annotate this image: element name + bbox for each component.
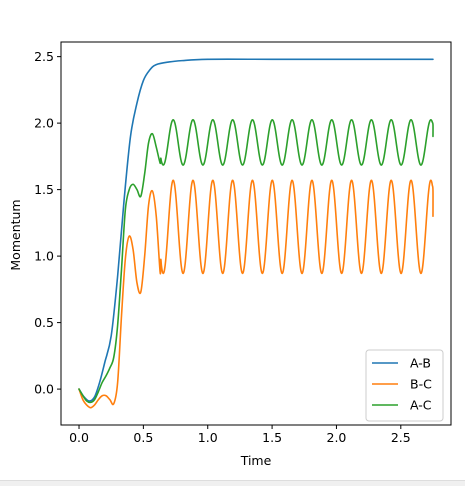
y-tick-label: 0.0 xyxy=(34,382,54,397)
series-line-a-c xyxy=(78,118,434,404)
x-tick-label: 0.5 xyxy=(133,430,153,445)
y-axis: 0.0 0.5 1.0 1.5 2.0 2.5 xyxy=(34,49,61,397)
x-axis: 0.0 0.5 1.0 1.5 2.0 2.5 xyxy=(69,425,411,445)
y-tick-label: 0.5 xyxy=(34,315,54,330)
y-tick-label: 2.5 xyxy=(34,49,54,64)
legend-box xyxy=(365,349,444,422)
x-tick-label: 1.0 xyxy=(198,430,218,445)
window-bottom-strip xyxy=(0,480,465,486)
y-tick-label: 1.0 xyxy=(34,249,54,264)
x-tick-label: 1.5 xyxy=(262,430,282,445)
series-line-a-b xyxy=(78,58,434,402)
legend-label: A-C xyxy=(410,398,432,413)
y-tick-label: 1.5 xyxy=(34,182,54,197)
x-tick-label: 2.5 xyxy=(391,430,411,445)
x-tick-label: 2.0 xyxy=(327,430,347,445)
legend-label: A-B xyxy=(410,356,431,371)
y-tick-label: 2.0 xyxy=(34,116,54,131)
y-axis-label: Momentum xyxy=(8,199,23,270)
plot-lines xyxy=(78,58,434,409)
x-tick-label: 0.0 xyxy=(69,430,89,445)
series-line-b-c xyxy=(78,179,434,409)
x-axis-label: Time xyxy=(240,453,272,468)
legend-label: B-C xyxy=(410,377,432,392)
legend: A-B B-C A-C xyxy=(365,349,444,422)
plot-area-frame xyxy=(60,41,452,426)
